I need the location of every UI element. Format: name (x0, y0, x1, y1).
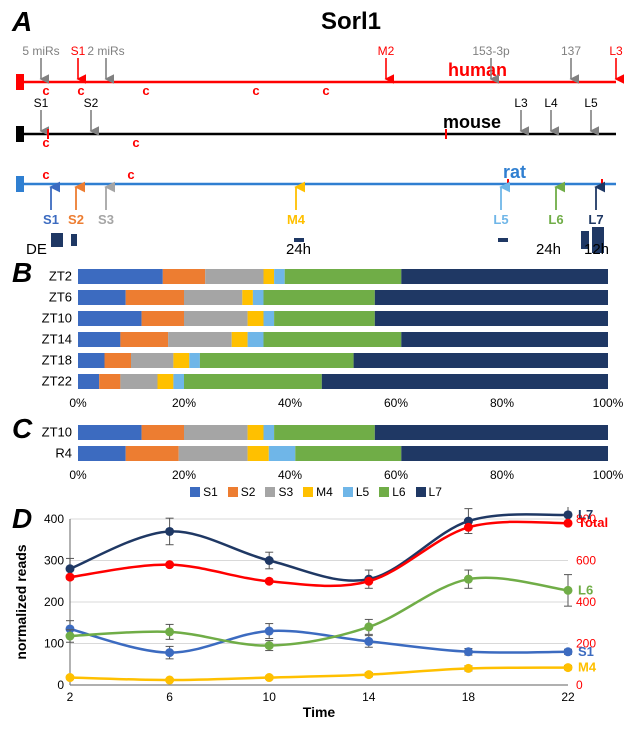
svg-text:20%: 20% (172, 468, 196, 482)
svg-text:ZT10: ZT10 (42, 311, 72, 326)
svg-text:M4: M4 (578, 660, 597, 675)
figure-title: Sorl1 (78, 8, 624, 36)
svg-text:100%: 100% (593, 468, 624, 482)
svg-text:c: c (252, 83, 259, 98)
svg-text:S1: S1 (578, 644, 594, 659)
svg-text:S2: S2 (84, 96, 99, 110)
svg-text:c: c (127, 167, 134, 182)
svg-text:Total: Total (578, 515, 608, 530)
svg-text:L4: L4 (544, 96, 558, 110)
legend-item-S1: S1 (190, 485, 218, 499)
svg-text:300: 300 (44, 554, 64, 568)
svg-text:5 miRs: 5 miRs (22, 44, 59, 58)
panel-c-label: C (12, 413, 32, 445)
svg-text:80%: 80% (490, 396, 514, 410)
svg-text:60%: 60% (384, 468, 408, 482)
svg-text:L3: L3 (609, 44, 623, 58)
svg-text:ZT22: ZT22 (42, 374, 72, 389)
svg-text:L5: L5 (493, 212, 508, 227)
svg-text:S1: S1 (71, 44, 86, 58)
svg-text:mouse: mouse (443, 112, 501, 132)
panel-b-svg: ZT2 ZT6 ZT10 ZT14 ZT18 ZT22 0% 20% 40% 60% 80% 100% (8, 263, 624, 413)
svg-text:60%: 60% (384, 396, 408, 410)
svg-text:2 miRs: 2 miRs (87, 44, 124, 58)
svg-text:200: 200 (44, 595, 64, 609)
panel-a: A Sorl1 human5 miRsS12 miRsM2153-3p137L3… (8, 8, 624, 259)
svg-text:R4: R4 (55, 446, 72, 461)
svg-text:L6: L6 (548, 212, 563, 227)
svg-text:14: 14 (362, 690, 376, 704)
panel-d-label: D (12, 503, 32, 535)
svg-text:c: c (142, 83, 149, 98)
legend-item-L7: L7 (416, 485, 442, 499)
svg-text:c: c (322, 83, 329, 98)
svg-text:153-3p: 153-3p (472, 44, 510, 58)
svg-text:24h: 24h (286, 241, 311, 258)
svg-text:S1: S1 (34, 96, 49, 110)
svg-text:12h: 12h (584, 241, 609, 258)
svg-text:normalized reads: normalized reads (13, 544, 29, 659)
svg-text:40%: 40% (278, 396, 302, 410)
svg-text:22: 22 (561, 690, 575, 704)
legend-item-L6: L6 (379, 485, 405, 499)
svg-text:0%: 0% (69, 396, 87, 410)
panel-d-svg: 010020030040002004006008002610141822Time… (8, 507, 624, 717)
svg-text:M2: M2 (378, 44, 395, 58)
svg-text:ZT2: ZT2 (49, 269, 72, 284)
figure-root: A Sorl1 human5 miRsS12 miRsM2153-3p137L3… (0, 0, 632, 725)
panel-b-label: B (12, 257, 32, 289)
panel-a-label: A (12, 6, 32, 38)
svg-text:ZT10: ZT10 (42, 425, 72, 440)
svg-text:M4: M4 (287, 212, 306, 227)
svg-text:ZT18: ZT18 (42, 353, 72, 368)
svg-text:human: human (448, 60, 507, 80)
svg-text:S2: S2 (68, 212, 84, 227)
panel-c-svg: ZT10 R4 0% 20% 40% 60% 80% 100% (8, 419, 624, 483)
svg-text:0: 0 (576, 678, 583, 692)
svg-text:rat: rat (503, 162, 526, 182)
svg-text:24h: 24h (536, 241, 561, 258)
svg-text:S3: S3 (98, 212, 114, 227)
svg-text:S1: S1 (43, 212, 59, 227)
legend-item-M4: M4 (303, 485, 333, 499)
svg-text:c: c (42, 167, 49, 182)
svg-text:ZT14: ZT14 (42, 332, 72, 347)
panel-d: D 010020030040002004006008002610141822Ti… (8, 507, 624, 717)
svg-text:0: 0 (57, 678, 64, 692)
legend-item-S2: S2 (228, 485, 256, 499)
svg-text:L6: L6 (578, 582, 593, 597)
svg-text:c: c (132, 135, 139, 150)
svg-text:0%: 0% (69, 468, 87, 482)
legend-item-S3: S3 (265, 485, 293, 499)
svg-text:400: 400 (44, 512, 64, 526)
svg-text:40%: 40% (278, 468, 302, 482)
svg-text:600: 600 (576, 554, 596, 568)
svg-text:20%: 20% (172, 396, 196, 410)
legend-item-L5: L5 (343, 485, 369, 499)
panel-c: C ZT10R40%20%40%60%80%100% S1S2S3M4L5L6L… (8, 419, 624, 499)
svg-text:ZT6: ZT6 (49, 290, 72, 305)
svg-text:6: 6 (166, 690, 173, 704)
svg-text:L3: L3 (514, 96, 528, 110)
svg-text:10: 10 (263, 690, 277, 704)
svg-text:100%: 100% (593, 396, 624, 410)
svg-text:18: 18 (462, 690, 476, 704)
svg-text:Time: Time (303, 704, 336, 717)
svg-text:L5: L5 (584, 96, 598, 110)
panel-b: B ZT2ZT6ZT10ZT14ZT18ZT220%20%40%60%80%10… (8, 263, 624, 413)
svg-text:100: 100 (44, 637, 64, 651)
svg-text:DE: DE (26, 241, 47, 258)
svg-text:L7: L7 (588, 212, 603, 227)
legend-row: S1 S2 S3 M4 L5 L6 L7 (8, 485, 624, 499)
svg-text:137: 137 (561, 44, 581, 58)
svg-text:80%: 80% (490, 468, 514, 482)
svg-text:2: 2 (67, 690, 74, 704)
panel-a-svg: human5 miRsS12 miRsM2153-3p137L3cccccmou… (8, 34, 624, 259)
